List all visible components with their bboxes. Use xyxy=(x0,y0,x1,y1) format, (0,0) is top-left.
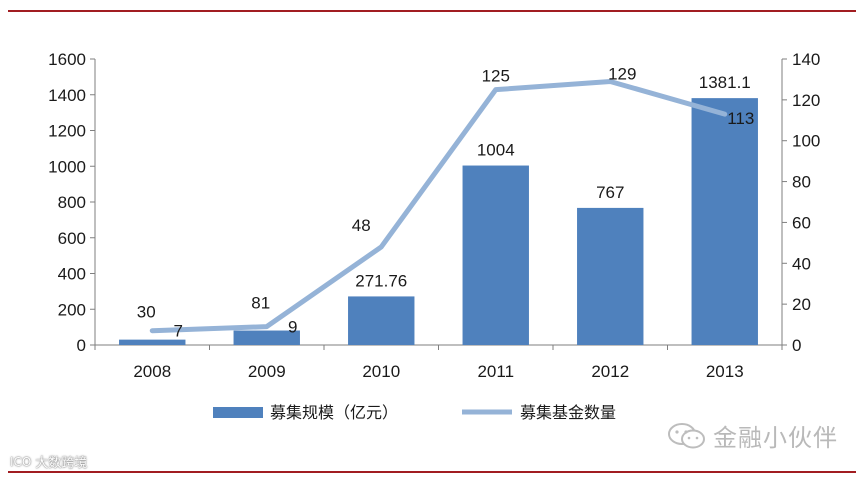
x-tick-label: 2010 xyxy=(362,362,400,381)
bar-data-label: 1004 xyxy=(477,141,515,160)
bar-2013 xyxy=(691,98,758,345)
bar-2012 xyxy=(577,207,644,345)
watermark-right-text: 金融小伙伴 xyxy=(713,424,838,452)
line-data-label: 113 xyxy=(727,109,754,128)
y-right-tick-label: 100 xyxy=(792,132,820,151)
y-left-tick-label: 200 xyxy=(58,300,86,319)
y-left-tick-label: 1200 xyxy=(48,122,86,141)
y-left-tick-label: 1000 xyxy=(48,157,86,176)
y-left-tick-label: 600 xyxy=(58,229,86,248)
y-right-tick-label: 0 xyxy=(792,336,801,355)
line-data-label: 7 xyxy=(174,322,183,341)
y-left-tick-label: 800 xyxy=(58,193,86,212)
y-right-tick-label: 80 xyxy=(792,173,811,192)
y-left-tick-label: 1400 xyxy=(48,86,86,105)
wechat-icon xyxy=(668,422,705,448)
bar-data-label: 767 xyxy=(596,183,624,202)
x-tick-label: 2013 xyxy=(706,362,744,381)
y-right-tick-label: 60 xyxy=(792,213,811,232)
line-data-label: 125 xyxy=(482,67,510,86)
bar-2009 xyxy=(233,330,300,345)
bar-2011 xyxy=(462,165,529,345)
y-left-tick-label: 0 xyxy=(77,336,86,355)
line-data-label: 48 xyxy=(352,216,371,235)
watermark-right: 金融小伙伴 xyxy=(667,418,838,453)
y-right-tick-label: 40 xyxy=(792,254,811,273)
watermark-left: ICO 大数跨境 xyxy=(10,452,88,472)
y-right-tick-label: 140 xyxy=(792,50,820,69)
line-data-label: 129 xyxy=(608,64,636,83)
x-tick-label: 2009 xyxy=(248,362,286,381)
line-data-label: 9 xyxy=(288,318,297,337)
legend: 募集规模（亿元） 募集基金数量 xyxy=(213,403,616,422)
y-right-tick-label: 120 xyxy=(792,91,820,110)
bar-data-label: 81 xyxy=(251,294,270,313)
bar-2010 xyxy=(348,296,415,345)
x-tick-label: 2011 xyxy=(477,362,514,381)
bar-data-label: 30 xyxy=(137,303,156,322)
legend-label-bar: 募集规模（亿元） xyxy=(270,403,398,422)
x-tick-label: 2012 xyxy=(591,362,629,381)
y-left-tick-label: 1600 xyxy=(48,50,86,69)
y-right-tick-label: 20 xyxy=(792,295,811,314)
legend-label-line: 募集基金数量 xyxy=(520,403,616,422)
bar-data-label: 1381.1 xyxy=(699,73,751,92)
x-tick-label: 2008 xyxy=(133,362,171,381)
bar-data-label: 271.76 xyxy=(355,271,407,290)
legend-swatch-bar xyxy=(213,407,263,418)
y-left-tick-label: 400 xyxy=(58,265,86,284)
plot-area: 0 200 400 600 800 1000 1200 1400 1600 0 20 40 60 80 10… xyxy=(48,50,820,381)
watermark-left-text: 大数跨境 xyxy=(35,456,88,471)
line-series-count xyxy=(149,78,728,334)
watermark-left-logo: ICO xyxy=(10,454,32,469)
bar-2008 xyxy=(119,339,186,345)
